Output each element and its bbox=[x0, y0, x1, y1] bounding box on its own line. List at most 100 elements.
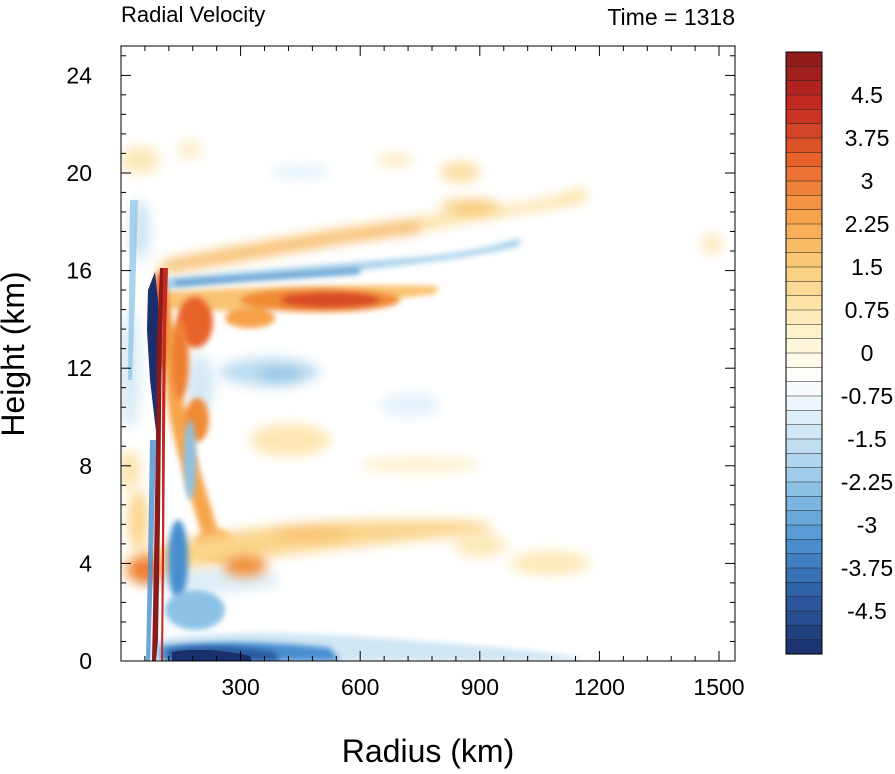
upper-outflow-layer bbox=[160, 188, 585, 274]
x-tick-label: 900 bbox=[461, 674, 499, 700]
colorbar-tick-label: -2.25 bbox=[841, 469, 893, 495]
colorbar-cell bbox=[785, 109, 823, 125]
colorbar-cell bbox=[785, 238, 823, 254]
colorbar-cell bbox=[785, 395, 823, 411]
colorbar-cell bbox=[785, 195, 823, 211]
colorbar-cell bbox=[785, 266, 823, 282]
y-tick-4: 4 bbox=[79, 550, 735, 576]
colorbar-cell bbox=[785, 80, 823, 96]
x-tick-1500: 1500 bbox=[693, 46, 745, 700]
x-tick-label: 1500 bbox=[693, 674, 744, 700]
y-minor-ticks bbox=[121, 55, 735, 642]
colorbar-tick-label: 3.75 bbox=[845, 125, 890, 151]
colorbar-cell bbox=[785, 567, 823, 583]
colorbar: 4.5 3.75 3 2.25 1.5 0.75 0 -0.75 -1.5 -2.25 -3 -3.7… bbox=[785, 51, 893, 655]
x-tick-900: 900 bbox=[461, 46, 499, 700]
colorbar-cell bbox=[785, 51, 823, 67]
colorbar-cell bbox=[785, 582, 823, 598]
colorbar-tick-label: -4.5 bbox=[847, 598, 887, 624]
colorbar-cells bbox=[785, 51, 823, 655]
colorbar-cell bbox=[785, 424, 823, 440]
colorbar-cell bbox=[785, 123, 823, 139]
boundary-layer-inflow bbox=[150, 633, 580, 661]
colorbar-cell bbox=[785, 539, 823, 555]
colorbar-tick-label: 0 bbox=[861, 340, 874, 366]
colorbar-labels: 4.5 3.75 3 2.25 1.5 0.75 0 -0.75 -1.5 -2.25 -3 -3.7… bbox=[841, 82, 893, 624]
y-tick-label: 24 bbox=[66, 62, 92, 88]
colorbar-cell bbox=[785, 481, 823, 497]
colorbar-cell bbox=[785, 223, 823, 239]
colorbar-tick-label: 2.25 bbox=[845, 211, 890, 237]
chart-title: Radial Velocity bbox=[121, 2, 265, 27]
colorbar-cell bbox=[785, 467, 823, 483]
eyewall-strips bbox=[128, 200, 168, 661]
colorbar-cell bbox=[785, 639, 823, 655]
colorbar-cell bbox=[785, 496, 823, 512]
colorbar-cell bbox=[785, 252, 823, 268]
colorbar-tick-label: 3 bbox=[861, 168, 874, 194]
colorbar-cell bbox=[785, 610, 823, 626]
x-tick-600: 600 bbox=[341, 46, 379, 700]
upper-inflow-layer bbox=[165, 238, 520, 290]
colorbar-cell bbox=[785, 295, 823, 311]
colorbar-cell bbox=[785, 281, 823, 297]
colorbar-tick-label: 1.5 bbox=[851, 254, 883, 280]
colorbar-cell bbox=[785, 338, 823, 354]
colorbar-cell bbox=[785, 596, 823, 612]
colorbar-cell bbox=[785, 324, 823, 340]
mid-level-inflow bbox=[186, 354, 320, 414]
colorbar-cell bbox=[785, 453, 823, 469]
x-tick-300: 300 bbox=[221, 46, 260, 700]
y-tick-12: 12 bbox=[66, 355, 735, 381]
chart-subtitle: Time = 1318 bbox=[607, 4, 735, 30]
x-tick-label: 1200 bbox=[574, 674, 625, 700]
x-axis: 300 600 900 1200 1500 Radius (km) bbox=[221, 46, 745, 769]
colorbar-cell bbox=[785, 410, 823, 426]
colorbar-cell bbox=[785, 553, 823, 569]
plot-frame bbox=[120, 45, 736, 662]
colorbar-frame bbox=[785, 51, 823, 655]
x-tick-1200: 1200 bbox=[574, 46, 625, 700]
y-tick-label: 4 bbox=[79, 550, 92, 576]
colorbar-cell bbox=[785, 309, 823, 325]
colorbar-cell bbox=[785, 94, 823, 110]
x-tick-label: 600 bbox=[341, 674, 379, 700]
colorbar-cell bbox=[785, 166, 823, 182]
colorbar-tick-label: -3.75 bbox=[841, 555, 893, 581]
colorbar-cell bbox=[785, 510, 823, 526]
colorbar-cell bbox=[785, 352, 823, 368]
colorbar-tick-label: -3 bbox=[857, 512, 877, 538]
colorbar-cell bbox=[785, 137, 823, 153]
colorbar-cell bbox=[785, 152, 823, 168]
x-axis-label: Radius (km) bbox=[342, 733, 514, 769]
y-axis: 0 4 8 12 16 20 24 Height (km) bbox=[0, 62, 735, 674]
colorbar-cell bbox=[785, 438, 823, 454]
x-tick-label: 300 bbox=[221, 674, 259, 700]
colorbar-cell bbox=[785, 625, 823, 641]
colorbar-cell bbox=[785, 381, 823, 397]
colorbar-tick-label: 4.5 bbox=[851, 82, 883, 108]
colorbar-tick-label: -1.5 bbox=[847, 426, 887, 452]
y-tick-label: 0 bbox=[79, 648, 92, 674]
y-tick-0: 0 bbox=[79, 648, 735, 674]
low-level-outflow bbox=[125, 490, 490, 584]
y-tick-16: 16 bbox=[66, 258, 735, 284]
y-tick-label: 16 bbox=[66, 258, 92, 284]
colorbar-tick-label: -0.75 bbox=[841, 383, 893, 409]
y-tick-label: 8 bbox=[79, 453, 92, 479]
y-tick-20: 20 bbox=[66, 160, 735, 186]
colorbar-cell bbox=[785, 524, 823, 540]
colorbar-cell bbox=[785, 367, 823, 383]
y-axis-label: Height (km) bbox=[0, 271, 31, 436]
velocity-field bbox=[121, 46, 735, 661]
x-minor-ticks bbox=[144, 46, 696, 661]
colorbar-tick-label: 0.75 bbox=[845, 297, 890, 323]
eyewall-low-inflow bbox=[165, 420, 225, 630]
colorbar-cell bbox=[785, 180, 823, 196]
y-tick-24: 24 bbox=[66, 62, 735, 88]
y-tick-label: 20 bbox=[66, 160, 92, 186]
y-tick-8: 8 bbox=[79, 453, 735, 479]
y-tick-label: 12 bbox=[66, 355, 92, 381]
colorbar-cell bbox=[785, 66, 823, 82]
